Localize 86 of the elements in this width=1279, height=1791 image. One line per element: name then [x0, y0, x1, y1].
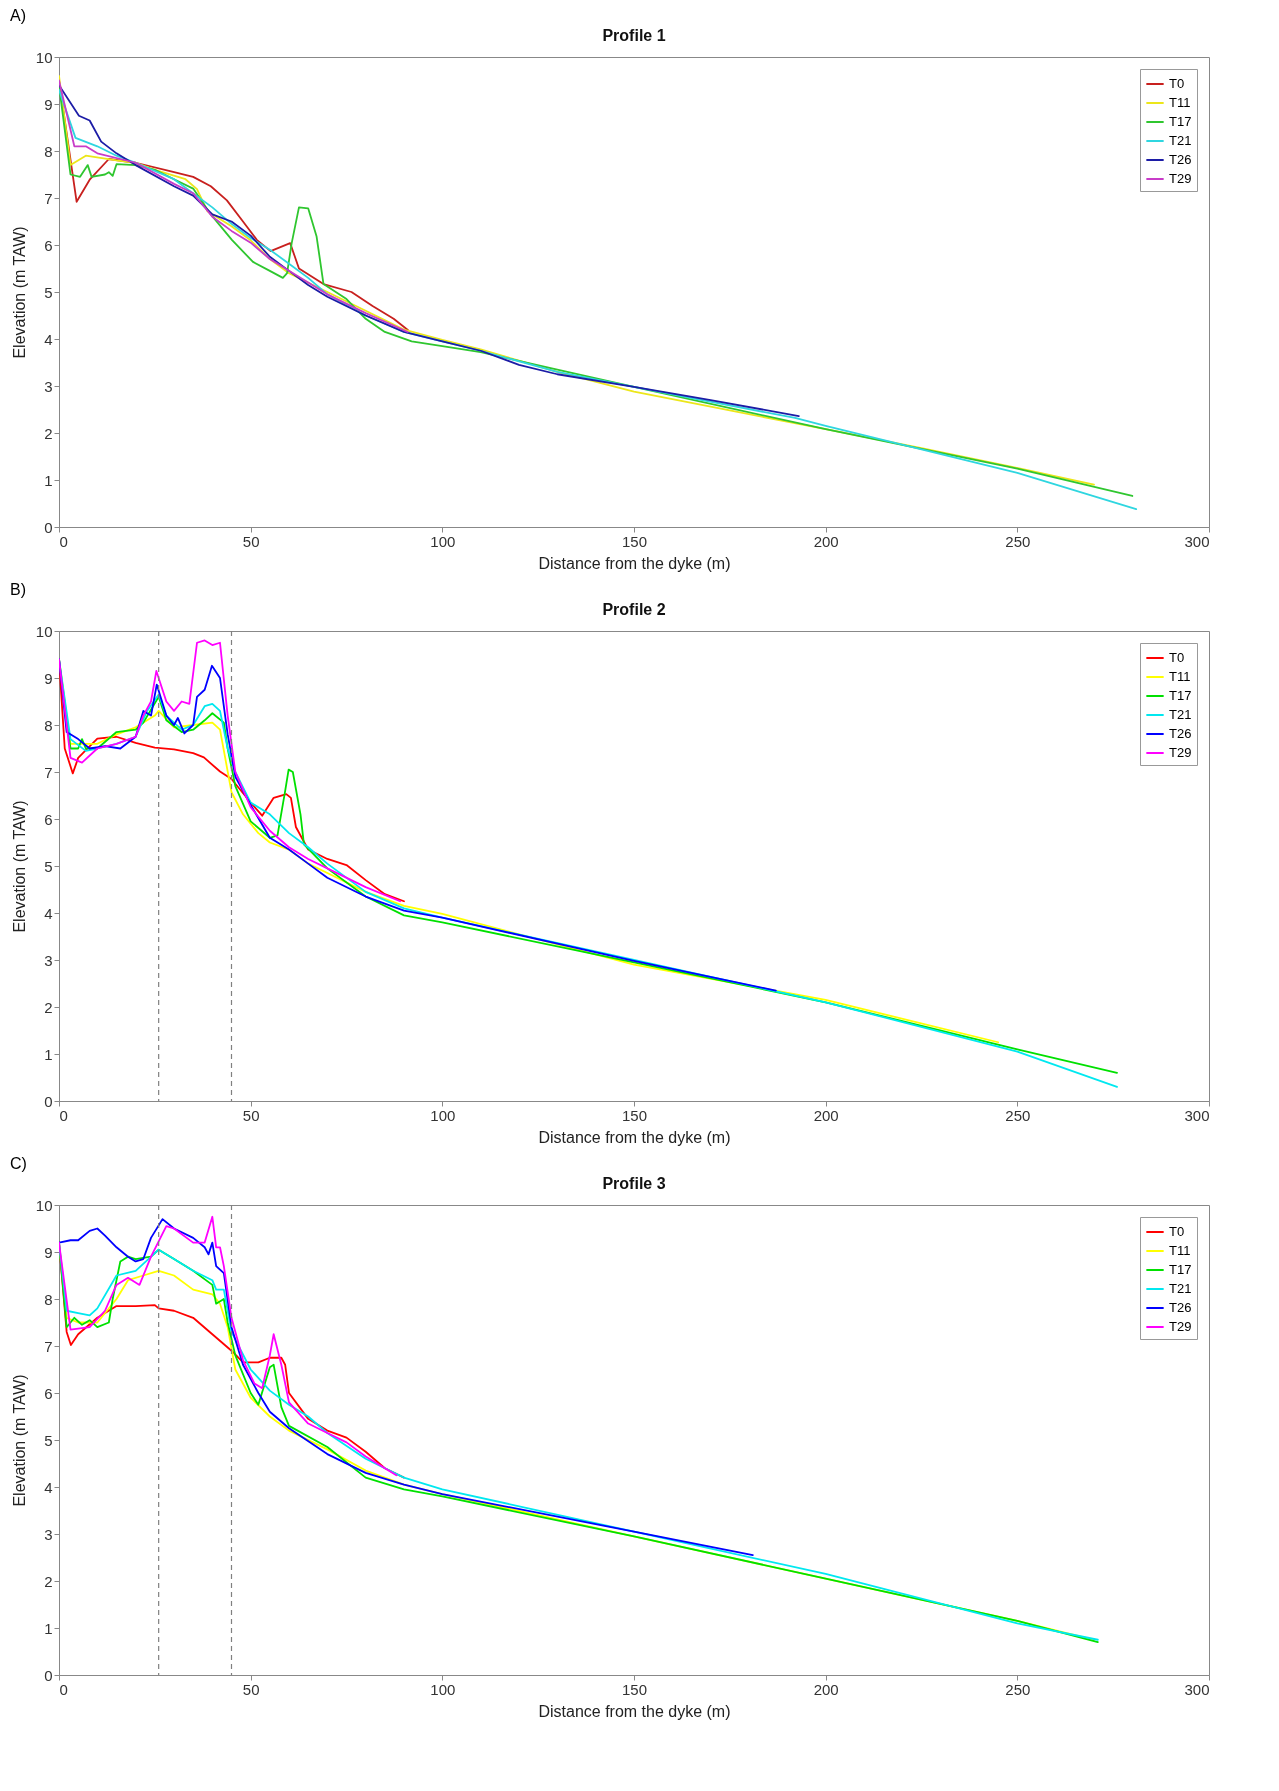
x-tick-label: 100	[430, 532, 456, 550]
x-tick-label: 250	[1005, 1680, 1031, 1698]
legend-label: T29	[1169, 1319, 1192, 1334]
text: B)	[9, 580, 27, 600]
y-tick-label: 9	[44, 669, 53, 687]
x-tick-label: 250	[1005, 1106, 1031, 1124]
legend-label: T17	[1169, 114, 1192, 129]
y-tick-label: 8	[44, 716, 53, 734]
y-tick-label: 4	[44, 330, 53, 348]
x-tick-label: 200	[813, 532, 839, 550]
legend-label: T0	[1169, 76, 1185, 91]
y-tick-label: 10	[35, 1196, 53, 1214]
legend-label: T17	[1169, 688, 1192, 703]
y-tick-label: 10	[35, 622, 53, 640]
text: C)	[9, 1154, 28, 1174]
legend-label: T21	[1169, 133, 1192, 148]
y-axis-title: Elevation (m TAW)	[10, 1374, 28, 1507]
y-tick-label: 6	[44, 1384, 53, 1402]
line-series	[59, 1218, 754, 1557]
x-tick-label: 200	[813, 1106, 839, 1124]
legend-label: T29	[1169, 745, 1192, 760]
x-tick-label: 100	[430, 1680, 456, 1698]
y-tick-label: 5	[44, 1431, 53, 1449]
y-tick-label: 0	[44, 1666, 53, 1684]
x-tick-label: 50	[242, 1106, 260, 1124]
legend-label: T11	[1169, 669, 1191, 684]
x-axis-title: Distance from the dyke (m)	[538, 554, 731, 572]
y-tick-label: 9	[44, 1243, 53, 1261]
x-tick-label: 250	[1005, 532, 1031, 550]
y-tick-label: 1	[44, 1045, 53, 1063]
chart-title: Profile 2	[602, 601, 666, 618]
y-tick-label: 7	[44, 189, 53, 207]
legend-label: T21	[1169, 1281, 1192, 1296]
x-tick-label: 150	[621, 532, 648, 550]
chart-title: Profile 3	[602, 1175, 666, 1192]
y-tick-label: 7	[44, 763, 53, 781]
text: A)	[9, 6, 27, 26]
legend-label: T11	[1169, 1243, 1191, 1258]
x-tick-label: 300	[1184, 1680, 1210, 1698]
y-tick-label: 9	[44, 95, 53, 113]
y-tick-label: 3	[44, 1525, 53, 1543]
y-axis-title: Elevation (m TAW)	[10, 226, 28, 359]
legend-label: T26	[1169, 726, 1192, 741]
y-tick-label: 4	[44, 1478, 53, 1496]
y-tick-label: 7	[44, 1337, 53, 1355]
y-tick-label: 4	[44, 904, 53, 922]
y-tick-label: 2	[44, 1572, 53, 1590]
line-series	[59, 84, 800, 417]
y-tick-label: 5	[44, 283, 53, 301]
x-tick-label: 50	[242, 1680, 260, 1698]
legend-label: T0	[1169, 1224, 1185, 1239]
x-tick-label: 300	[1184, 1106, 1210, 1124]
y-axis-title: Elevation (m TAW)	[10, 800, 28, 933]
x-tick-label: 100	[430, 1106, 456, 1124]
x-tick-label: 200	[813, 1680, 839, 1698]
y-tick-label: 2	[44, 998, 53, 1016]
y-tick-label: 2	[44, 424, 53, 442]
legend-label: T26	[1169, 1300, 1192, 1315]
x-axis-title: Distance from the dyke (m)	[538, 1702, 731, 1720]
y-tick-label: 3	[44, 377, 53, 395]
x-tick-label: 0	[59, 1106, 68, 1124]
y-tick-label: 5	[44, 857, 53, 875]
x-tick-label: 50	[242, 532, 260, 550]
y-tick-label: 6	[44, 810, 53, 828]
x-tick-label: 300	[1184, 532, 1210, 550]
y-tick-label: 1	[44, 471, 53, 489]
x-tick-label: 0	[59, 1680, 68, 1698]
y-tick-label: 6	[44, 236, 53, 254]
y-tick-label: 8	[44, 1290, 53, 1308]
y-tick-label: 10	[35, 48, 53, 66]
x-tick-label: 0	[59, 532, 68, 550]
legend-label: T17	[1169, 1262, 1192, 1277]
legend-label: T0	[1169, 650, 1185, 665]
legend-label: T26	[1169, 152, 1192, 167]
y-tick-label: 3	[44, 951, 53, 969]
y-tick-label: 1	[44, 1619, 53, 1637]
y-tick-label: 0	[44, 1092, 53, 1110]
y-tick-label: 8	[44, 142, 53, 160]
legend-label: T29	[1169, 171, 1192, 186]
legend-label: T11	[1169, 95, 1191, 110]
y-tick-label: 0	[44, 518, 53, 536]
chart-title: Profile 1	[602, 27, 666, 44]
x-axis-title: Distance from the dyke (m)	[538, 1128, 731, 1146]
x-tick-label: 150	[621, 1680, 648, 1698]
legend-label: T21	[1169, 707, 1192, 722]
x-tick-label: 150	[621, 1106, 648, 1124]
